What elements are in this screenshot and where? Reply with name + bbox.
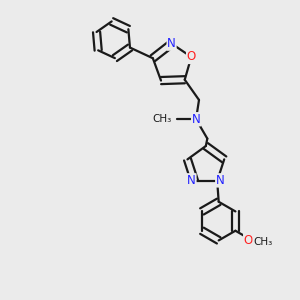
Text: CH₃: CH₃ (152, 114, 171, 124)
Text: N: N (192, 113, 200, 126)
Text: N: N (187, 174, 196, 187)
Text: O: O (244, 234, 253, 247)
Text: N: N (167, 37, 176, 50)
Text: N: N (216, 174, 224, 187)
Text: O: O (187, 50, 196, 63)
Text: CH₃: CH₃ (253, 237, 272, 247)
